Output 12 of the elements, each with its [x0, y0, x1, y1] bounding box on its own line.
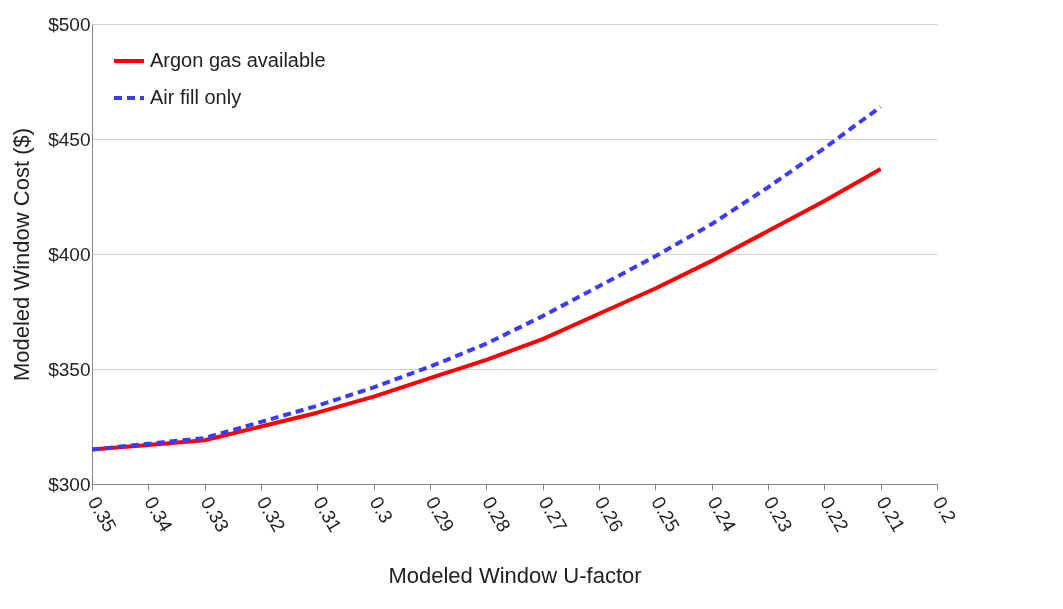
y-tick-label: $450 [48, 128, 91, 150]
legend-label: Air fill only [150, 86, 242, 108]
x-tick-label: 0.2 [928, 493, 961, 527]
y-tick-label: $350 [48, 358, 91, 380]
y-tick-label: $500 [48, 13, 91, 35]
y-tick-label: $400 [48, 243, 91, 265]
y-axis-title: Modeled Window Cost ($) [9, 127, 35, 382]
x-tick-label: 0.27 [534, 493, 572, 536]
legend-label: Argon gas available [150, 49, 326, 71]
x-axis-title: Modeled Window U-factor [388, 562, 642, 588]
y-tick-label: $300 [48, 473, 91, 495]
x-tick-label: 0.3 [365, 493, 397, 527]
